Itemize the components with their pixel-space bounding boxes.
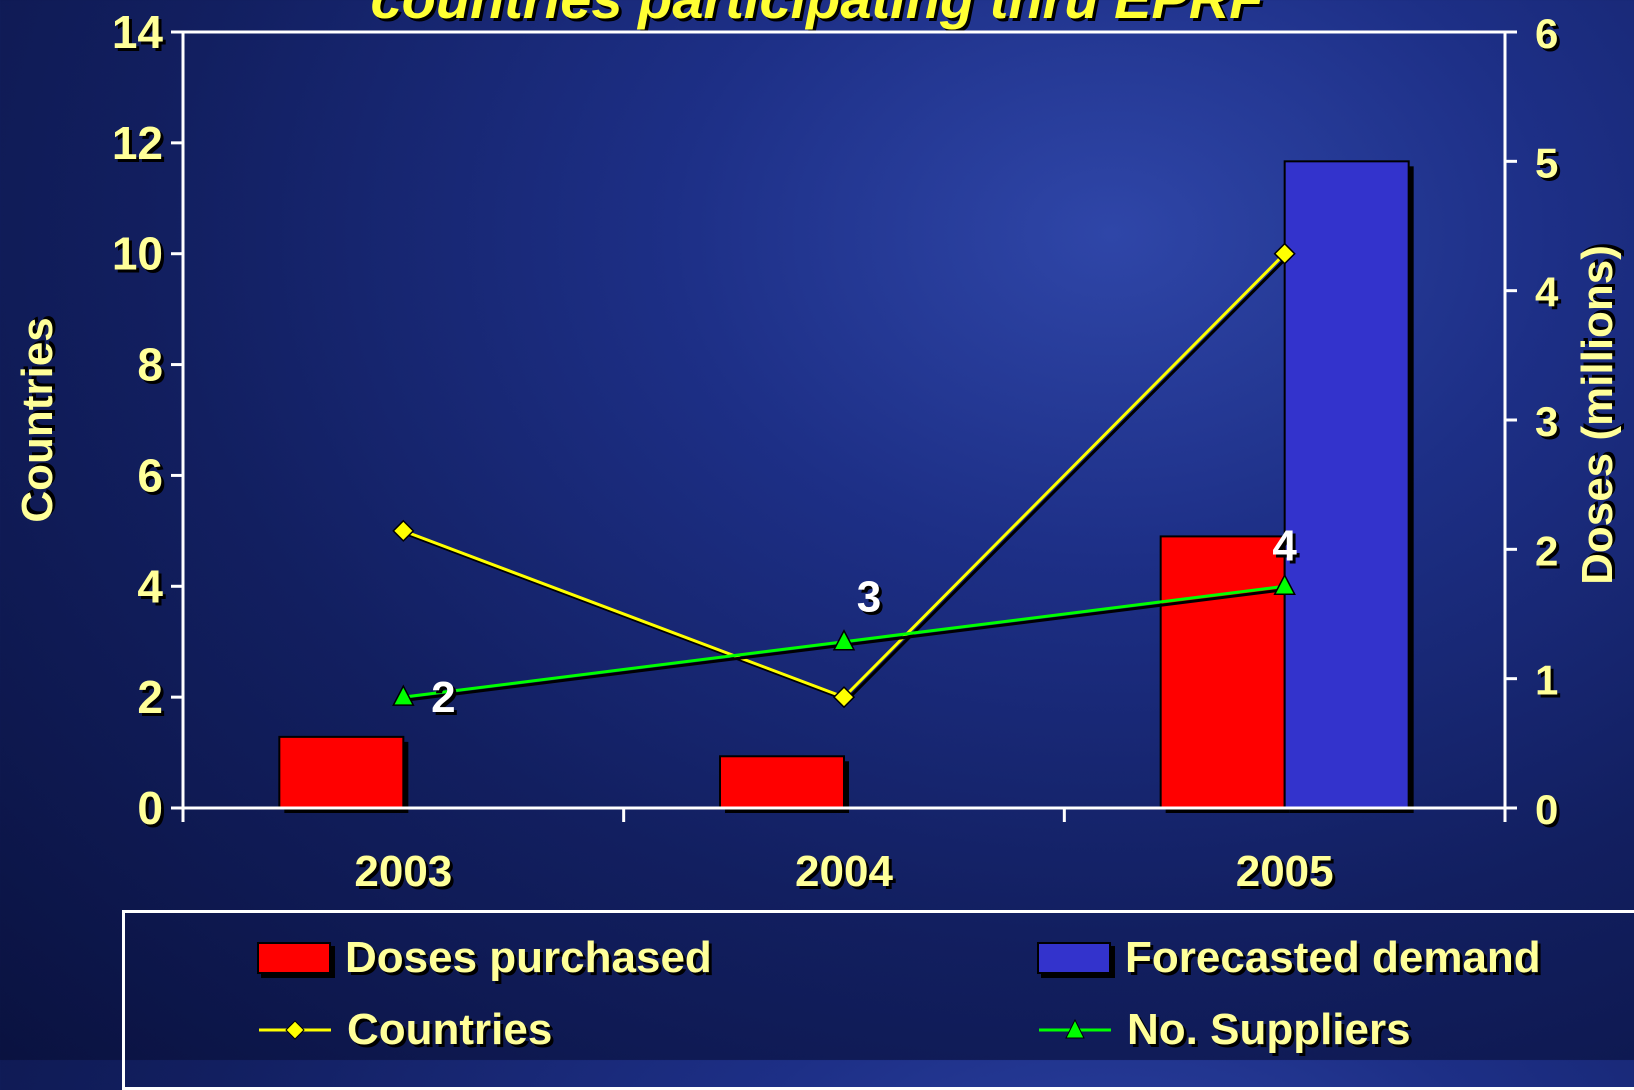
left-tick-label: 4 <box>137 560 163 612</box>
suppliers-point-2005 <box>1273 573 1296 596</box>
doses-purchased-swatch <box>257 942 331 974</box>
svg-text:0: 0 <box>1538 789 1561 836</box>
countries-point-2005 <box>1273 242 1296 265</box>
svg-text:4: 4 <box>1275 524 1300 573</box>
svg-text:1: 1 <box>1538 660 1561 707</box>
bar-forecasted-demand-2005 <box>1283 160 1410 810</box>
chart-legend: Doses purchased Forecasted demand Countr… <box>122 910 1634 1090</box>
svg-text:0: 0 <box>140 785 166 837</box>
countries-point-2004 <box>832 686 856 709</box>
left-tick-label: 8 <box>137 339 163 391</box>
countries-point-2003 <box>392 519 415 542</box>
svg-text:6: 6 <box>140 452 166 504</box>
legend-label-doses-purchased: Doses purchased <box>345 933 712 982</box>
legend-label-forecasted-demand: Forecasted demand <box>1125 933 1541 982</box>
svg-text:6: 6 <box>1538 13 1561 60</box>
left-tick-label: 10 <box>112 228 163 280</box>
left-tick-label: 12 <box>112 117 163 169</box>
svg-text:2005: 2005 <box>1239 850 1337 899</box>
legend-item-forecasted-demand: Forecasted demand <box>1037 933 1541 983</box>
legend-item-countries: Countries <box>257 1005 552 1055</box>
right-tick-label: 3 <box>1535 398 1558 445</box>
chart-plot: 0022446688101012121414001122334455662003… <box>13 6 1625 899</box>
svg-text:12: 12 <box>115 120 166 172</box>
svg-text:3: 3 <box>1538 401 1561 448</box>
svg-text:5: 5 <box>1538 142 1561 189</box>
right-tick-label: 4 <box>1535 269 1559 316</box>
suppliers-point-2004 <box>832 629 856 651</box>
x-tick-label: 2004 <box>795 847 893 896</box>
left-tick-label: 14 <box>112 6 164 58</box>
right-tick-label: 5 <box>1535 139 1558 186</box>
suppliers-line-marker-icon <box>1039 1018 1111 1039</box>
right-tick-label: 2 <box>1535 527 1558 574</box>
chart-title: countries participating thru EPRF <box>0 0 1634 31</box>
svg-text:Doses (millions): Doses (millions) <box>1576 242 1625 582</box>
svg-text:2003: 2003 <box>357 850 455 899</box>
bar-doses-purchased-2005 <box>1159 535 1286 810</box>
forecasted-demand-swatch <box>1037 942 1111 974</box>
svg-text:2004: 2004 <box>798 850 896 899</box>
legend-label-countries: Countries <box>347 1005 553 1054</box>
left-tick-label: 0 <box>137 782 163 834</box>
svg-text:10: 10 <box>115 231 166 283</box>
svg-text:4: 4 <box>1538 272 1562 319</box>
svg-text:14: 14 <box>115 9 167 61</box>
suppliers-data-label-2005: 4 <box>1272 521 1297 570</box>
svg-text:2: 2 <box>434 676 458 725</box>
legend-item-suppliers: No. Suppliers <box>1037 1005 1411 1055</box>
legend-label-suppliers: No. Suppliers <box>1127 1005 1411 1054</box>
suppliers-data-label-2003: 2 <box>431 673 455 722</box>
right-tick-label: 6 <box>1535 10 1558 57</box>
svg-text:8: 8 <box>140 342 166 394</box>
left-tick-label: 2 <box>137 671 163 723</box>
x-tick-label: 2003 <box>354 847 452 896</box>
left-tick-label: 6 <box>137 449 163 501</box>
y2-axis-title: Doses (millions) <box>1573 245 1622 585</box>
bar-doses-purchased-2004 <box>719 755 845 809</box>
legend-item-doses-purchased: Doses purchased <box>257 933 712 983</box>
y-axis-title: Countries <box>13 317 62 522</box>
right-tick-label: 0 <box>1535 786 1558 833</box>
right-tick-label: 1 <box>1535 657 1558 704</box>
svg-text:Countries: Countries <box>16 314 65 519</box>
bar-doses-purchased-2003 <box>278 735 405 809</box>
svg-text:4: 4 <box>140 563 166 615</box>
svg-text:2: 2 <box>140 674 166 726</box>
svg-text:3: 3 <box>860 576 884 625</box>
suppliers-point-2003 <box>392 684 415 706</box>
svg-text:2: 2 <box>1538 530 1561 577</box>
x-tick-label: 2005 <box>1236 847 1334 896</box>
suppliers-data-label-2004: 3 <box>857 573 881 622</box>
countries-line-marker-icon <box>259 1020 331 1040</box>
